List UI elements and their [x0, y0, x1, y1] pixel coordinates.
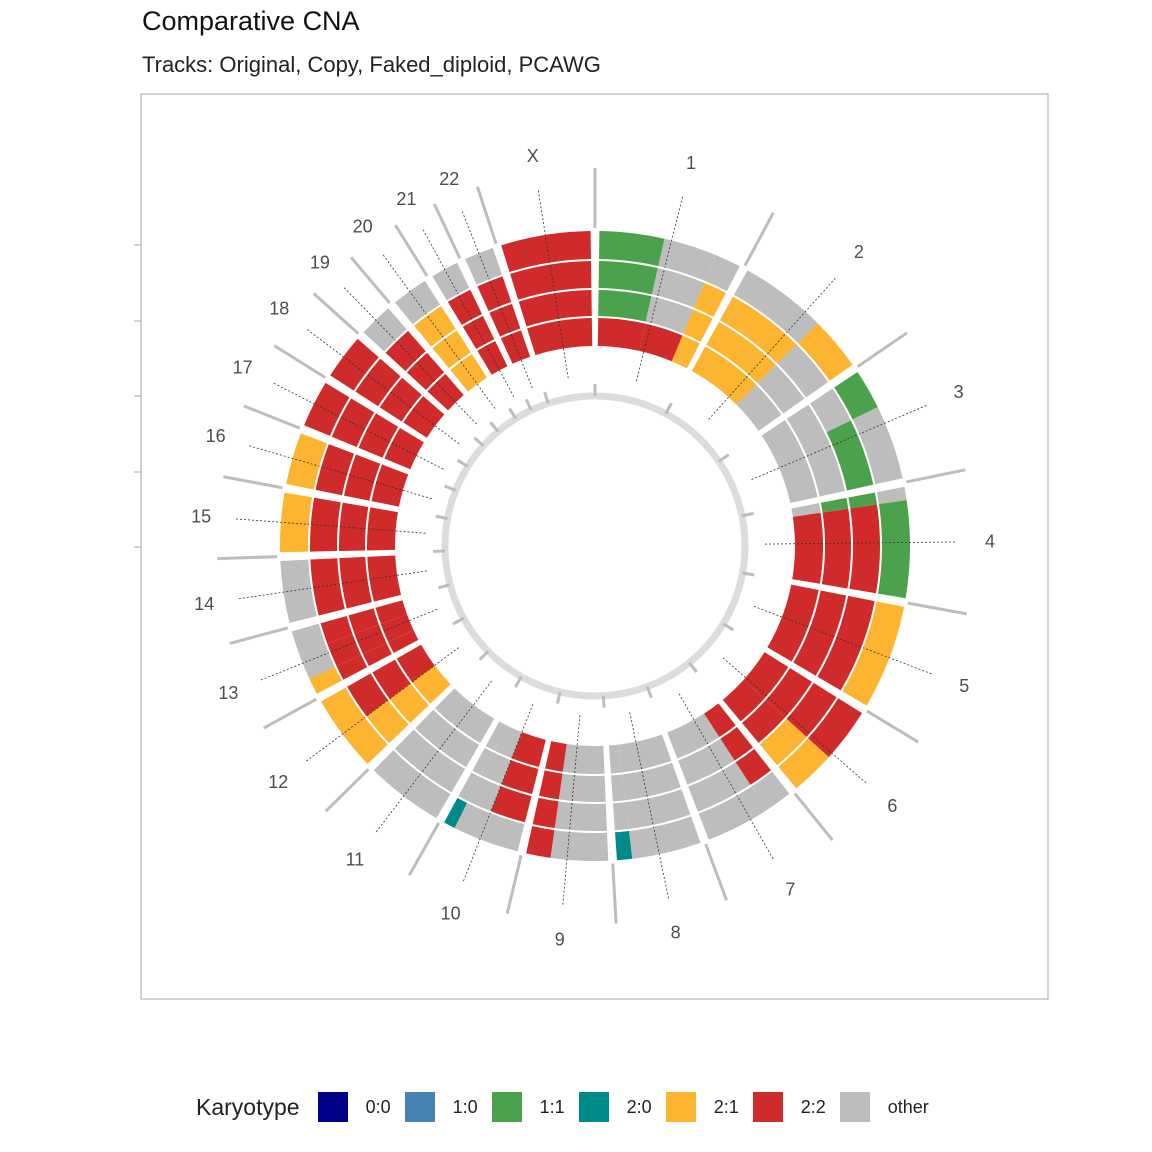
baseline-ring-layer — [445, 396, 745, 696]
chromosome-boundary — [706, 844, 727, 900]
chromosome-boundary — [274, 346, 325, 378]
chromosome-boundary — [314, 294, 359, 334]
legend-key — [666, 1092, 696, 1122]
chromosome-divider — [603, 696, 604, 708]
legend-item: 2:0 — [579, 1092, 652, 1122]
chromosome-label: 6 — [887, 796, 897, 816]
legend-label: 1:1 — [540, 1097, 565, 1118]
legend-title: Karyotype — [196, 1094, 300, 1121]
legend-item: 1:0 — [405, 1092, 478, 1122]
legend-label: 1:0 — [453, 1097, 478, 1118]
chromosome-boundary — [867, 711, 918, 742]
chromosome-boundary — [395, 225, 427, 276]
chromosome-label: 16 — [206, 426, 226, 446]
chromosome-label: 22 — [439, 169, 459, 189]
chromosome-label: 15 — [191, 506, 211, 526]
chromosome-label: 20 — [353, 217, 373, 237]
legend-item: other — [840, 1092, 929, 1122]
legend-label: 2:0 — [627, 1097, 652, 1118]
legend-key — [579, 1092, 609, 1122]
segment-chr14-track-original — [367, 555, 401, 601]
chromosome-label: 10 — [441, 904, 461, 924]
legend-label: 2:2 — [801, 1097, 826, 1118]
chromosome-divider — [474, 438, 483, 446]
segment-chr9-track-copy — [559, 774, 606, 802]
chromosome-label: 1 — [686, 153, 696, 173]
chromosome-boundary — [906, 470, 965, 482]
segments-layer — [280, 231, 910, 861]
legend-label: other — [888, 1097, 929, 1118]
segment-chr9-track-faked_diploid — [533, 798, 559, 828]
chromosome-boundary — [244, 406, 300, 428]
segment-chr4-track-original — [792, 513, 823, 584]
chromosome-boundary — [745, 213, 773, 266]
segment-chr9-track-original — [563, 744, 605, 774]
segment-chr1-track-original — [598, 318, 646, 351]
chromosome-label: 19 — [310, 253, 330, 273]
segment-chr15-track-original — [367, 507, 398, 550]
chromosome-label: 2 — [854, 242, 864, 262]
chromosome-label: 17 — [233, 357, 253, 377]
chromosome-label: 14 — [194, 594, 214, 614]
chromosome-label: 21 — [396, 189, 416, 209]
chromosome-boundary — [230, 628, 288, 643]
chromosome-boundary — [795, 793, 833, 840]
chromosome-label: 11 — [346, 850, 365, 870]
segment-chr9-track-faked_diploid — [555, 801, 607, 831]
chromosome-boundary — [477, 187, 496, 244]
segment-chr9-track-pcawg — [526, 826, 554, 858]
chromosome-label: 18 — [269, 299, 289, 319]
segment-chr15-track-copy — [339, 503, 368, 551]
chromosome-divider — [490, 422, 498, 431]
axis-ticks — [134, 245, 141, 547]
chromosome-label: 4 — [985, 532, 995, 552]
segment-chr9-track-copy — [539, 770, 562, 799]
legend-item: 2:1 — [666, 1092, 739, 1122]
chromosome-divider — [480, 651, 489, 659]
legend-item: 2:2 — [753, 1092, 826, 1122]
chromosome-boundary — [507, 855, 521, 913]
chromosome-boundary — [434, 204, 460, 258]
chromosome-label: X — [527, 146, 539, 166]
chromosome-boundary — [351, 257, 390, 303]
legend-key — [318, 1092, 348, 1122]
legend-label: 0:0 — [366, 1097, 391, 1118]
legend-label: 2:1 — [714, 1097, 739, 1118]
legend-key — [405, 1092, 435, 1122]
chromosome-label: 8 — [671, 923, 681, 943]
legend: Karyotype 0:0 1:0 1:1 2:0 2:1 2:2 other — [196, 1090, 943, 1124]
baseline-ring — [445, 396, 745, 696]
chromosome-divider — [743, 573, 755, 575]
chromosome-label: 5 — [959, 676, 969, 696]
legend-key — [753, 1092, 783, 1122]
chromosome-boundary — [409, 823, 438, 875]
chromosome-label: 9 — [555, 929, 565, 949]
segment-chr4-track-pcawg — [878, 500, 910, 598]
segment-chr15-track-faked_diploid — [310, 498, 341, 552]
segment-chr4-track-copy — [822, 509, 851, 589]
legend-key — [492, 1092, 522, 1122]
chromosome-label: 13 — [218, 683, 238, 703]
chromosome-boundary — [326, 769, 369, 811]
chromosome-label: 7 — [785, 879, 795, 899]
segment-chr4-track-faked_diploid — [849, 504, 880, 593]
legend-key — [840, 1092, 870, 1122]
legend-item: 1:1 — [492, 1092, 565, 1122]
chromosome-boundary — [858, 333, 908, 367]
chromosome-boundary — [223, 477, 282, 488]
chromosome-boundary — [908, 603, 967, 614]
panel-border — [141, 94, 1048, 999]
chromosome-boundary — [264, 699, 317, 728]
chromosome-label: 12 — [268, 772, 288, 792]
chromosome-boundary — [217, 557, 277, 559]
chromosome-label: 3 — [954, 382, 964, 402]
segment-chr9-track-pcawg — [550, 830, 608, 861]
legend-item: 0:0 — [318, 1092, 391, 1122]
segment-chrX-track-original — [527, 318, 592, 355]
chromosome-boundary — [613, 864, 616, 924]
